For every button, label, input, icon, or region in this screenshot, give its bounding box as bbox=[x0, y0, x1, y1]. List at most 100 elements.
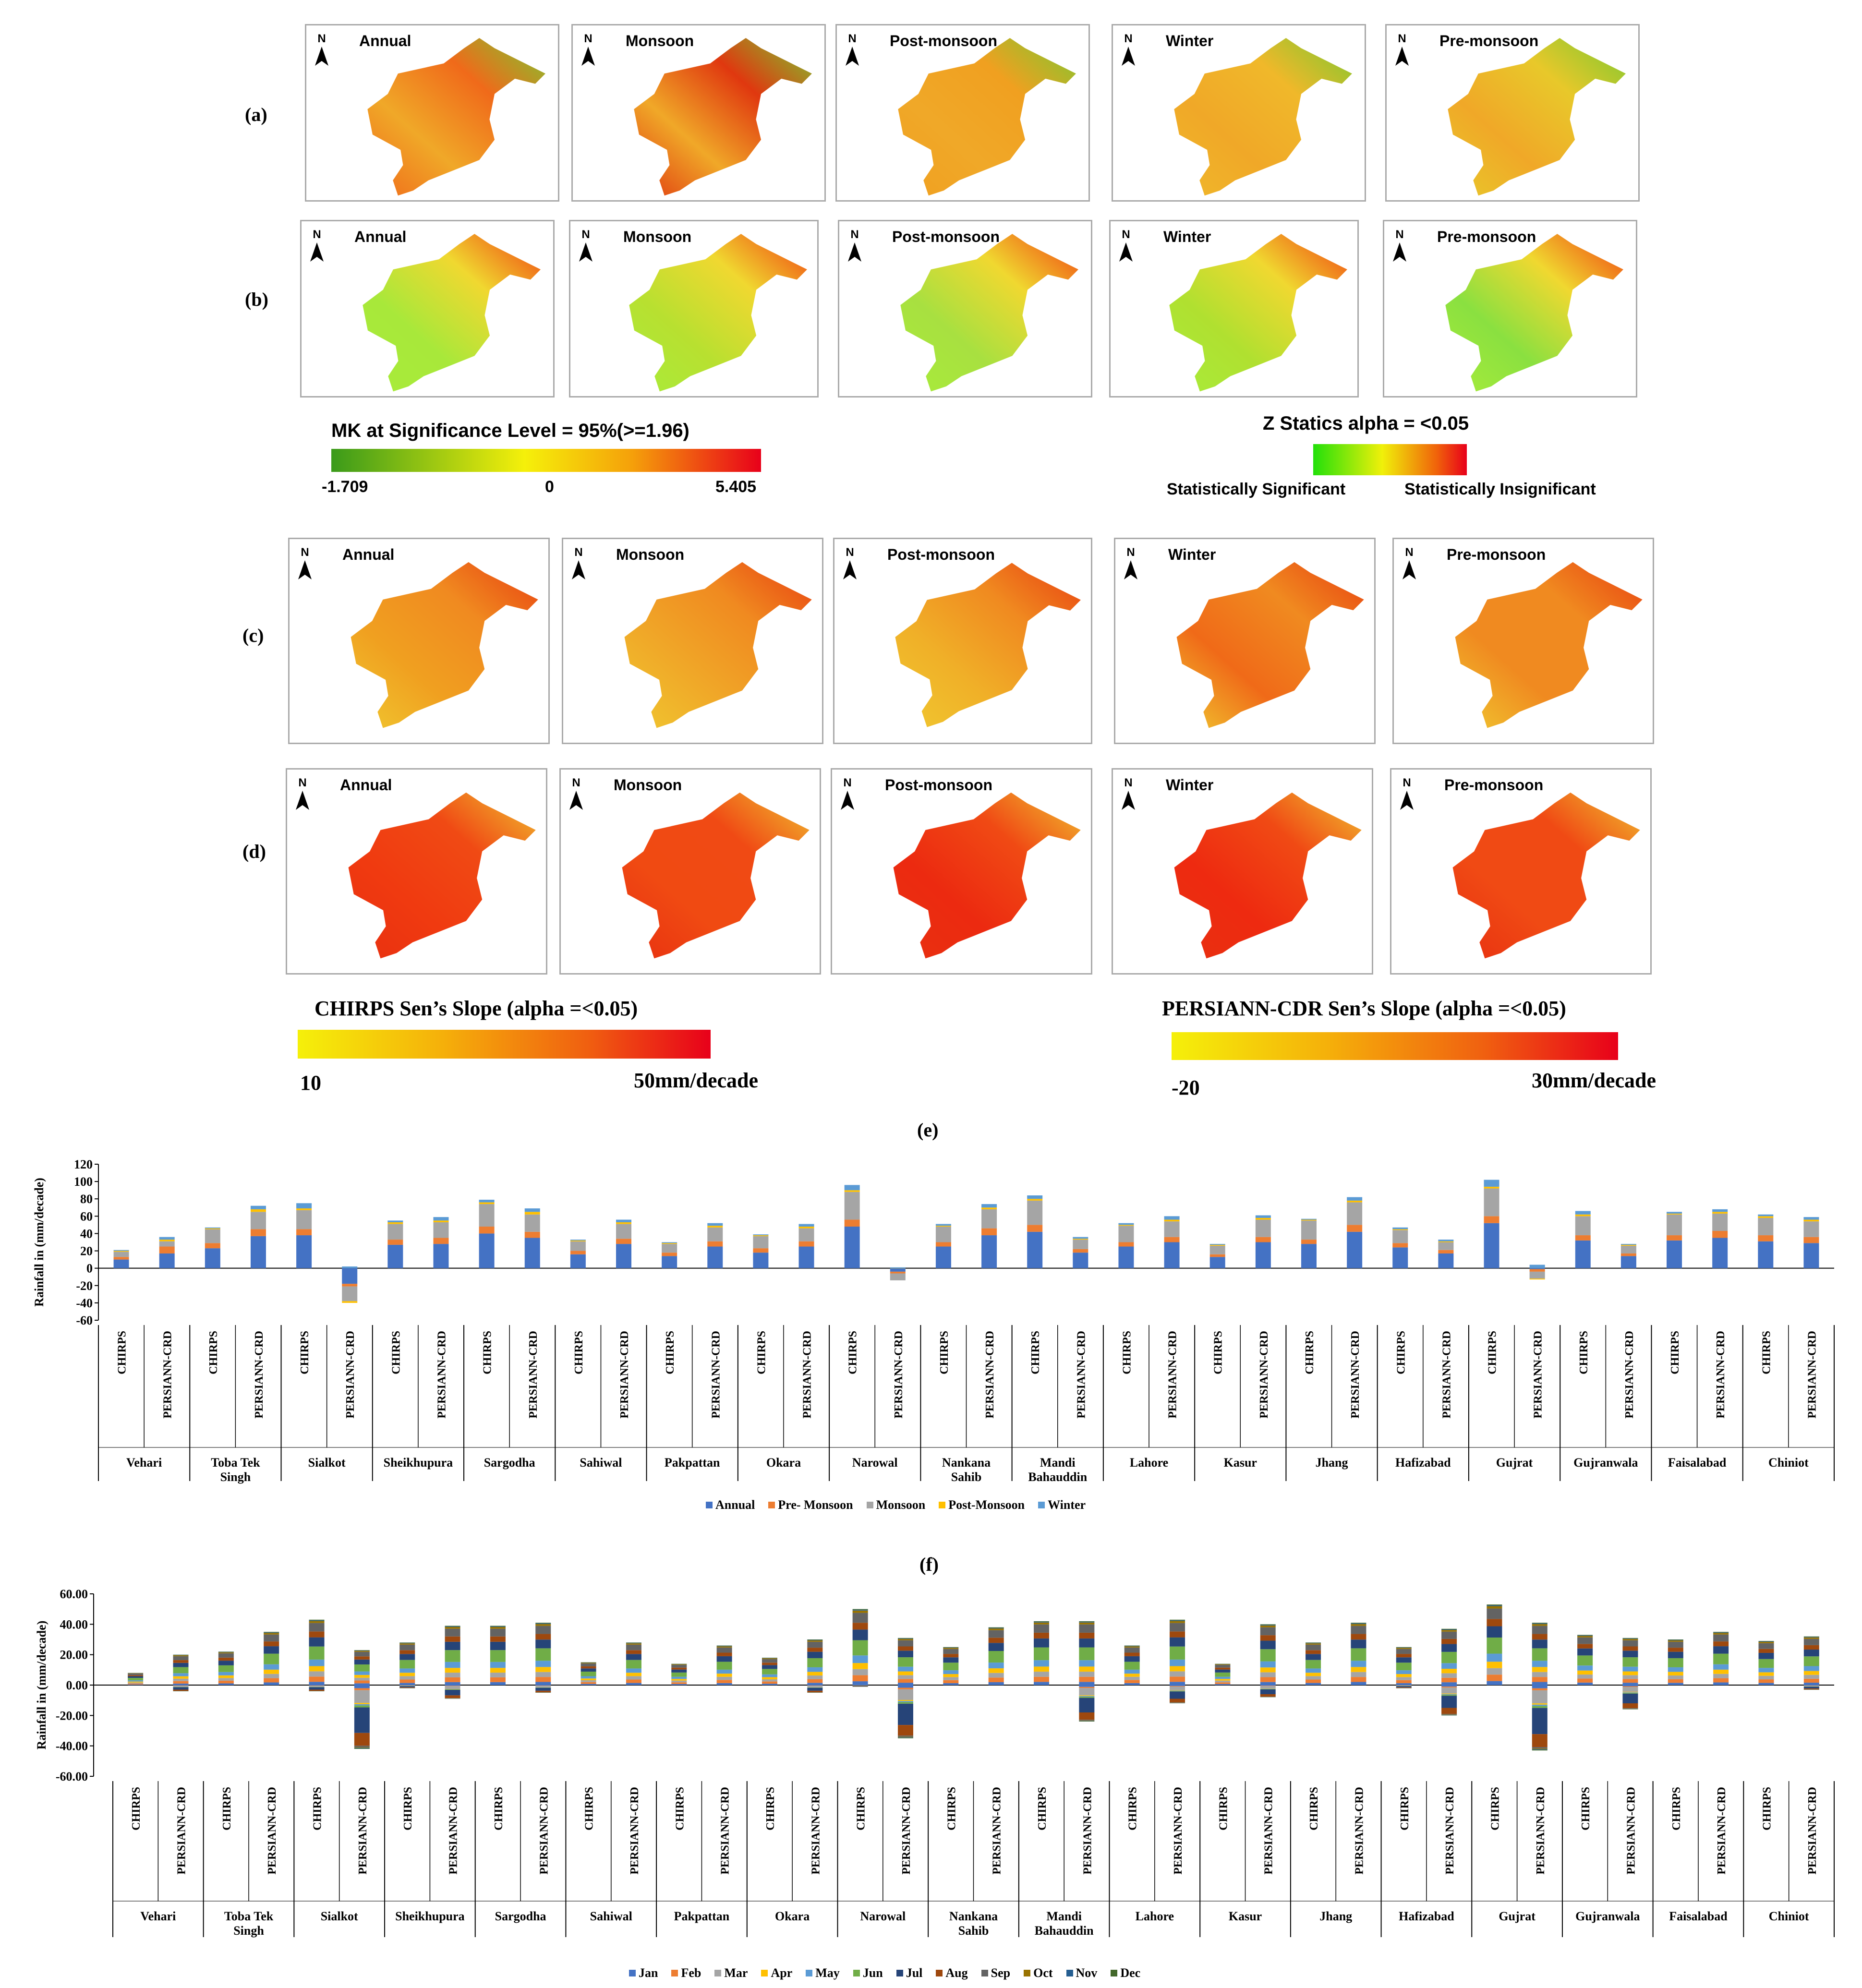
bar-segment-pre-monsoon bbox=[981, 1228, 997, 1236]
bar-segment-dec bbox=[1577, 1635, 1593, 1636]
category-label: PERSIANN-CRD bbox=[1535, 1787, 1547, 1875]
bar-segment-monsoon bbox=[296, 1210, 312, 1229]
legend-label: Aug bbox=[945, 1966, 968, 1980]
bar-segment-aug bbox=[1532, 1634, 1548, 1640]
bar-segment-annual bbox=[1027, 1231, 1043, 1268]
bar-segment-jan bbox=[626, 1683, 641, 1685]
north-arrow-icon: N bbox=[293, 776, 312, 810]
row-label-a: (a) bbox=[245, 104, 267, 125]
district-label: Pakpattan bbox=[665, 1456, 720, 1470]
bar-segment-post-monsoon bbox=[1803, 1219, 1819, 1222]
legend-persiann-colorbar bbox=[1172, 1032, 1618, 1060]
bar-segment-jul bbox=[988, 1643, 1004, 1651]
chart-f-panel-label: (f) bbox=[919, 1554, 939, 1575]
bar-segment-apr bbox=[1170, 1666, 1185, 1672]
bar-segment-neg-jun bbox=[1079, 1697, 1095, 1698]
bar-segment-winter bbox=[753, 1234, 769, 1236]
bar-segment-sep bbox=[626, 1644, 641, 1651]
category-label: CHIRPS bbox=[764, 1787, 777, 1831]
bar-segment-may bbox=[1260, 1661, 1276, 1668]
map-panel-a-1: Annual N bbox=[305, 24, 559, 202]
bar-segment-winter bbox=[616, 1219, 632, 1222]
bar-segment-feb bbox=[1622, 1679, 1638, 1683]
bar-segment-jul bbox=[807, 1651, 823, 1658]
map-shape bbox=[895, 563, 1081, 727]
bar-segment-neg-mar bbox=[1532, 1690, 1548, 1704]
bar-segment-may bbox=[218, 1672, 234, 1675]
bar-segment-neg-mar bbox=[1170, 1687, 1185, 1690]
y-axis-label: Rainfall in (mm/decade) bbox=[35, 1621, 48, 1750]
north-arrow-icon: N bbox=[1116, 228, 1136, 262]
bar-segment-jun bbox=[264, 1653, 279, 1664]
legend-label: Winter bbox=[1048, 1498, 1086, 1512]
bar-segment-oct bbox=[1351, 1624, 1366, 1626]
district-label: Lahore bbox=[1136, 1909, 1174, 1923]
bar-segment-monsoon bbox=[1301, 1220, 1317, 1240]
bar-segment-jan bbox=[897, 1683, 913, 1685]
north-arrow-icon: N bbox=[312, 32, 331, 66]
map-panel-c-2: Monsoon N bbox=[562, 538, 823, 744]
bar-segment-neg-sep bbox=[1170, 1702, 1185, 1703]
bar-segment-neg-nov bbox=[354, 1747, 370, 1748]
bar-segment-post-monsoon bbox=[1118, 1225, 1134, 1226]
category-label: CHIRPS bbox=[1399, 1787, 1411, 1831]
bar-segment-monsoon bbox=[1438, 1242, 1454, 1250]
map-panel-title: Annual bbox=[340, 776, 392, 794]
north-arrow-icon: N bbox=[1119, 776, 1138, 810]
bar-segment-neg-jan bbox=[1441, 1685, 1457, 1687]
bar-segment-pre-monsoon bbox=[205, 1243, 220, 1249]
category-label: CHIRPS bbox=[402, 1787, 414, 1831]
bar-segment-post-monsoon bbox=[1575, 1214, 1591, 1217]
bar-segment-sep bbox=[1758, 1643, 1774, 1649]
bar-segment-jul bbox=[1577, 1648, 1593, 1656]
bar-segment-winter bbox=[296, 1203, 312, 1209]
category-label: CHIRPS bbox=[1670, 1787, 1683, 1831]
category-label: CHIRPS bbox=[390, 1331, 402, 1374]
bar-segment-mar bbox=[1396, 1677, 1412, 1680]
category-label: PERSIANN-CRD bbox=[1349, 1331, 1362, 1419]
bar-segment-apr bbox=[762, 1677, 777, 1680]
bar-segment-winter bbox=[1712, 1209, 1728, 1212]
bar-segment-winter bbox=[1209, 1244, 1225, 1245]
bar-segment-pre-monsoon bbox=[844, 1219, 860, 1227]
map-panel-title: Monsoon bbox=[616, 546, 685, 563]
bar-segment-mar bbox=[128, 1682, 144, 1684]
bar-segment-annual bbox=[524, 1238, 540, 1268]
bar-segment-feb bbox=[1351, 1677, 1366, 1682]
legend-item: Jan bbox=[629, 1966, 658, 1980]
bar-segment-jan bbox=[1306, 1683, 1321, 1685]
legend-mk-max: 5.405 bbox=[715, 478, 757, 496]
bar-segment-annual bbox=[296, 1235, 312, 1268]
bar-segment-jan bbox=[716, 1683, 732, 1685]
bar-segment-sep bbox=[309, 1623, 325, 1632]
bar-segment-aug bbox=[762, 1663, 777, 1665]
punjab-region-shape bbox=[1174, 38, 1352, 196]
bar-segment-dec bbox=[1306, 1642, 1321, 1643]
bar-segment-jul bbox=[1079, 1638, 1095, 1648]
north-arrow-icon: N bbox=[307, 228, 326, 262]
bar-segment-neg-jan bbox=[173, 1685, 189, 1686]
map-panel-title: Winter bbox=[1166, 776, 1214, 794]
y-tick-label: -60.00 bbox=[56, 1770, 88, 1783]
bar-segment-mar bbox=[1487, 1668, 1502, 1675]
bar-segment-neg-may bbox=[445, 1689, 460, 1690]
bar-segment-aug bbox=[445, 1636, 460, 1642]
bar-segment-may bbox=[988, 1663, 1004, 1669]
bar-segment-sep bbox=[716, 1647, 732, 1653]
bar-segment-annual bbox=[1575, 1240, 1591, 1268]
bar-segment-pre-monsoon bbox=[1803, 1237, 1819, 1243]
legend-label: Sep bbox=[991, 1966, 1011, 1980]
map-shape bbox=[893, 792, 1081, 959]
legend-persiann-title: PERSIANN-CDR Sen’s Slope (alpha =<0.05) bbox=[1162, 997, 1566, 1020]
legend-label: Jan bbox=[639, 1966, 658, 1980]
bar-segment-neg-jul bbox=[1803, 1687, 1819, 1689]
bar-segment-mar bbox=[1351, 1672, 1366, 1677]
legend-item: Pre- Monsoon bbox=[768, 1498, 853, 1512]
bar-segment-nov bbox=[1351, 1623, 1366, 1624]
bar-segment-apr bbox=[1124, 1674, 1140, 1677]
category-label: PERSIANN-CRD bbox=[810, 1787, 822, 1875]
bar-segment-feb bbox=[626, 1679, 641, 1683]
row-label-d: (d) bbox=[242, 841, 266, 862]
bar-segment-jan bbox=[1441, 1682, 1457, 1685]
punjab-region-shape bbox=[1169, 234, 1347, 392]
